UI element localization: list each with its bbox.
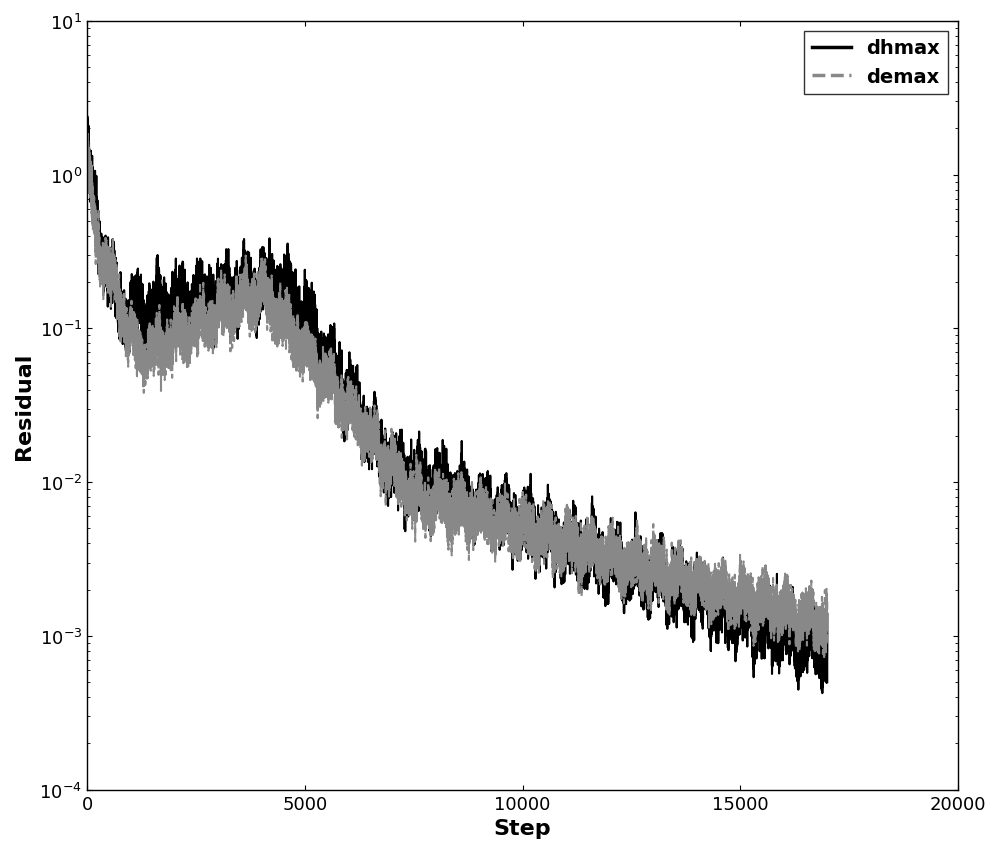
Line: dhmax: dhmax: [87, 118, 827, 694]
dhmax: [81, 112, 93, 123]
dhmax: [751, 616, 763, 626]
demax: [818, 653, 830, 664]
dhmax: [168, 291, 180, 301]
demax: [821, 596, 833, 607]
demax: [82, 130, 94, 140]
demax: [168, 312, 180, 322]
dhmax: [81, 124, 93, 134]
Line: demax: demax: [87, 135, 827, 659]
Legend: dhmax, demax: dhmax, demax: [804, 32, 948, 95]
dhmax: [567, 549, 579, 559]
demax: [751, 594, 763, 604]
demax: [580, 535, 592, 545]
demax: [374, 461, 386, 471]
dhmax: [821, 677, 833, 688]
demax: [658, 562, 670, 573]
dhmax: [374, 434, 386, 444]
Y-axis label: Residual: Residual: [14, 352, 34, 459]
dhmax: [816, 688, 828, 699]
X-axis label: Step: Step: [494, 818, 551, 838]
dhmax: [580, 553, 592, 563]
dhmax: [658, 561, 670, 571]
demax: [81, 155, 93, 165]
demax: [567, 537, 579, 547]
